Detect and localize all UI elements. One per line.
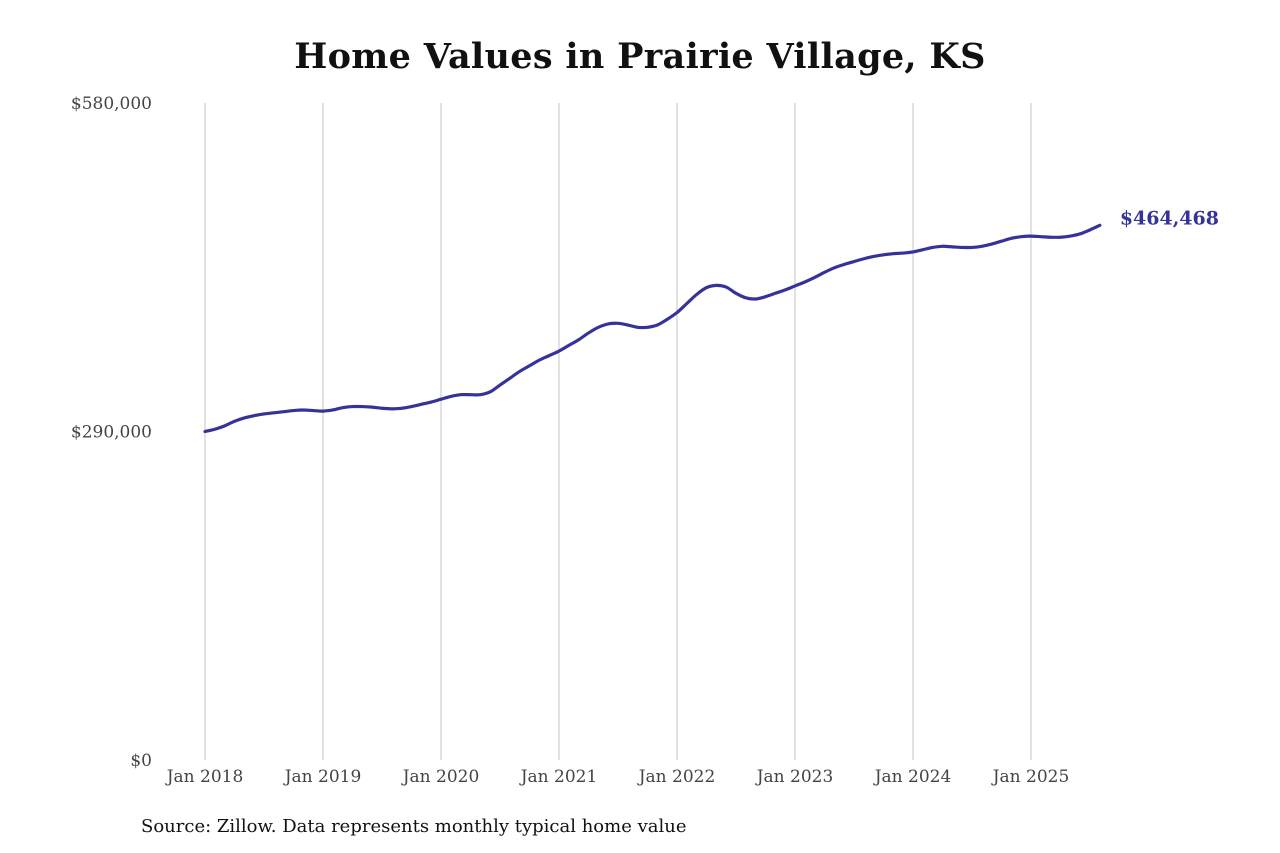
x-tick-label: Jan 2021 — [519, 767, 598, 787]
x-tick-label: Jan 2019 — [283, 767, 362, 787]
x-tick-label: Jan 2020 — [401, 767, 480, 787]
x-tick-label: Jan 2023 — [755, 767, 834, 787]
series-line — [203, 223, 1102, 434]
x-tick-label: Jan 2022 — [637, 767, 716, 787]
series-layer — [203, 223, 1102, 434]
y-axis-tick-labels: $0 $290,000 $580,000 — [71, 94, 152, 771]
chart-title: Home Values in Prairie Village, KS — [294, 36, 986, 77]
y-tick-label: $0 — [130, 751, 152, 771]
x-tick-label: Jan 2024 — [873, 767, 952, 787]
annotation-layer: $464,468 — [1120, 207, 1219, 229]
source-note: Source: Zillow. Data represents monthly … — [141, 816, 687, 837]
vertical-grid-lines — [204, 103, 1032, 760]
x-tick-label: Jan 2025 — [991, 767, 1070, 787]
end-value-label: $464,468 — [1120, 207, 1219, 229]
x-tick-label: Jan 2018 — [165, 767, 244, 787]
y-tick-label: $580,000 — [71, 94, 152, 114]
x-axis-tick-labels: Jan 2018 Jan 2019 Jan 2020 Jan 2021 Jan 2022… — [165, 767, 1070, 787]
y-tick-label: $290,000 — [71, 423, 152, 443]
